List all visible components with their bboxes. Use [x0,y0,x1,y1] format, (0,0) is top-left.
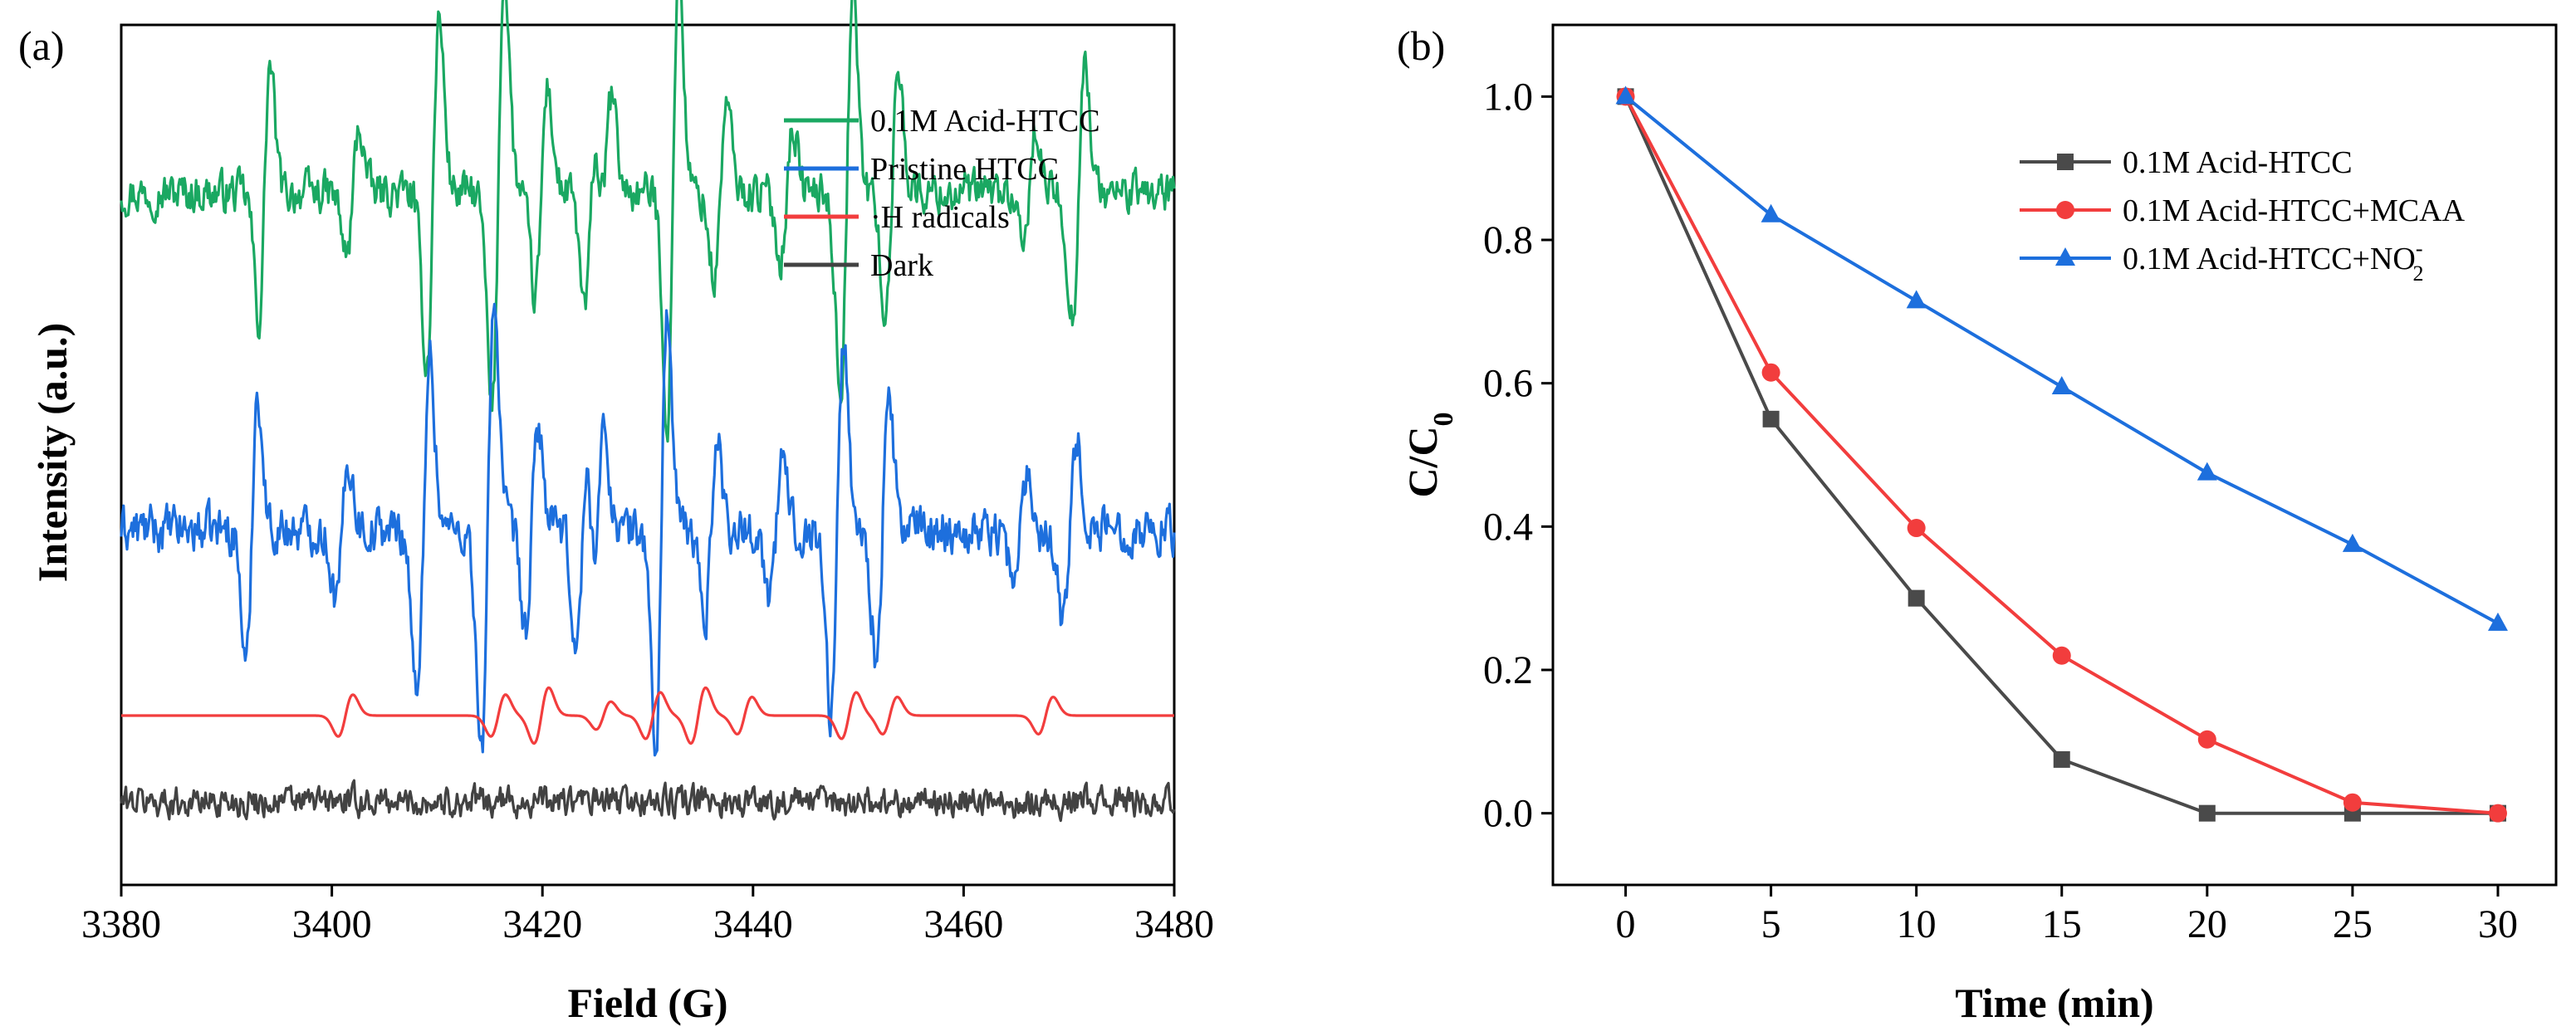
panel-b-y-axis-label-subscript: 0 [1428,412,1459,426]
panel-b-y-tick-label: 0.2 [1483,648,1533,692]
panel-b-plot-frame [1551,23,2558,887]
panel-b-y-tick-label: 0.6 [1483,362,1533,406]
panel-a-series-group [120,0,1176,823]
panel-b-x-tick-label: 0 [1616,902,1636,946]
panel-b-legend-label-sub-2: 2 [2413,261,2424,286]
panel-a-x-tick-label: 3440 [713,902,793,946]
panel-b-y-axis-label: C/C0 [1399,412,1459,497]
panel-a-x-axis-label: Field (G) [567,980,727,1026]
panel-b-data-point-s1-2 [1907,519,1926,538]
panel-b-legend: 0.1M Acid-HTCC 0.1M Acid-HTCC+MCAA 0.1M Ac… [2020,145,2466,286]
panel-a-legend: 0.1M Acid-HTCC Pristine HTCC ·H radicals Da… [784,104,1100,283]
panel-a-plot-frame [120,23,1176,887]
panel-a-series-line-2 [120,686,1175,745]
panel-b-x-axis-label: Time (min) [1955,980,2153,1026]
panel-b-x-tick-label: 20 [2187,902,2227,946]
panel-b-legend-label-main-1: 0.1M Acid-HTCC+MCAA [2123,193,2466,228]
panel-b-x-tick-label: 5 [1761,902,1781,946]
panel-b-x-tick-label: 15 [2042,902,2082,946]
panel-b-legend-marker-1 [2056,201,2074,219]
panel-b-data-point-s2-4 [2196,462,2217,481]
panel-a-x-tick-label: 3400 [292,902,372,946]
panel-b-y-tick-label: 0.0 [1483,792,1533,836]
panel-a-legend-label-1: Pristine HTCC [870,152,1059,187]
panel-a-x-tick-label: 3380 [81,902,161,946]
panel-b-legend-label-main-0: 0.1M Acid-HTCC [2123,145,2353,180]
panel-b-series-group [1615,86,2508,823]
panel-b-data-point-s2-5 [2342,533,2363,552]
panel-b-data-point-s1-6 [2488,804,2507,823]
panel-b-y-axis-label-main: C/C [1399,426,1446,497]
panel-a-legend-label-3: Dark [870,248,933,283]
panel-b-legend-label-sup-2: - [2416,237,2423,261]
panel-b-data-point-s2-1 [1761,203,1781,222]
panel-b-data-point-s1-4 [2197,730,2216,749]
panel-a-legend-label-0: 0.1M Acid-HTCC [870,104,1100,139]
panel-a-legend-label-2: ·H radicals [870,200,1010,235]
panel-a: (a) 3380 3400 3420 3440 3460 3480 0.1M Acid-H… [18,0,1214,1026]
panel-b-series-line-2 [1624,95,2499,625]
panel-a-y-axis-label: Intensity (a.u.) [29,323,76,583]
panel-b-data-point-s1-1 [1761,363,1780,382]
panel-a-label: (a) [18,22,65,69]
panel-b-data-point-s2-2 [1906,290,1927,309]
panel-a-x-tick-label: 3420 [502,902,582,946]
panel-a-x-axis: 3380 3400 3420 3440 3460 3480 [81,885,1214,946]
panel-b-data-point-s0-2 [1908,589,1925,607]
panel-b-legend-marker-2 [2055,247,2075,266]
panel-b-x-tick-label: 30 [2478,902,2518,946]
panel-b-x-tick-label: 10 [1897,902,1937,946]
panel-b-legend-label-0: 0.1M Acid-HTCC [2123,145,2353,180]
panel-a-series-line-3 [120,779,1176,823]
panel-b-data-point-s2-0 [1615,86,1636,105]
panel-a-x-tick-label: 3480 [1134,902,1214,946]
panel-b-data-point-s2-6 [2487,612,2508,631]
panel-a-x-tick-label: 3460 [923,902,1003,946]
panel-b-y-tick-label: 0.8 [1483,218,1533,262]
panel-b-y-tick-label: 0.4 [1483,505,1533,549]
panel-b-legend-label-1: 0.1M Acid-HTCC+MCAA [2123,193,2466,228]
panel-b-legend-marker-0 [2057,154,2074,170]
panel-b-legend-label-main-2: 0.1M Acid-HTCC+NO [2123,242,2416,276]
panel-b-data-point-s0-1 [1762,410,1780,428]
panel-b: (b) 0 5 10 15 20 25 300.00.20.40.60.81.0 0.1M … [1397,22,2558,1026]
panel-b-y-tick-label: 1.0 [1483,75,1533,119]
panel-a-series-line-1 [120,302,1176,757]
panel-b-label: (b) [1397,22,1445,69]
panel-b-data-point-s1-5 [2343,793,2362,812]
panel-a-series-line-0 [120,0,1176,443]
panel-b-data-point-s1-3 [2052,646,2071,665]
panel-b-data-point-s2-3 [2051,375,2072,394]
panel-b-data-point-s0-4 [2198,804,2216,822]
panel-b-axes: 0 5 10 15 20 25 30 0.0 0.2 0.4 0.6 0.8 1.0 [1483,75,2518,946]
panel-b-legend-label-2: 0.1M Acid-HTCC+NO-2 [2123,237,2424,286]
panel-b-x-tick-label: 25 [2333,902,2373,946]
panel-b-data-point-s0-3 [2053,750,2070,768]
